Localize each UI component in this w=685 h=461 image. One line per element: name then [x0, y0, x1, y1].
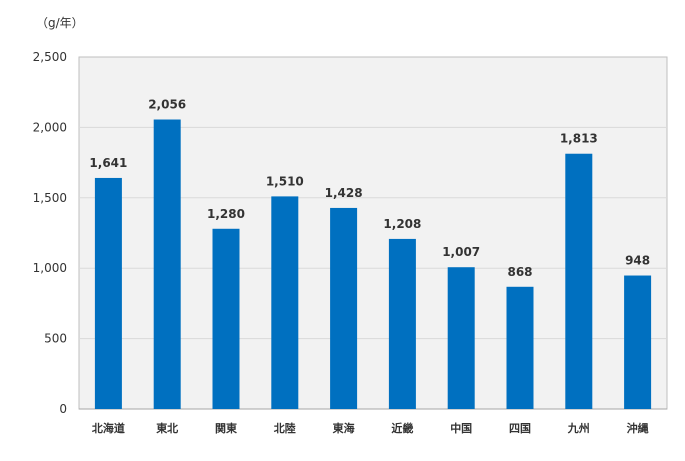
- data-label: 2,056: [148, 98, 186, 112]
- y-tick-label: 2,500: [33, 50, 67, 64]
- y-axis-unit-label: （g/年）: [36, 16, 84, 30]
- data-label: 1,510: [266, 174, 304, 188]
- x-tick-label: 中国: [450, 421, 472, 435]
- y-tick-label: 500: [44, 332, 67, 346]
- data-label: 1,813: [560, 132, 598, 146]
- data-label: 1,428: [325, 186, 363, 200]
- x-tick-label: 北海道: [92, 421, 125, 435]
- data-label: 1,208: [383, 217, 421, 231]
- x-tick-label: 近畿: [391, 421, 413, 435]
- bar: [271, 196, 299, 409]
- bars: [94, 119, 652, 409]
- bar: [565, 153, 593, 409]
- bar: [330, 207, 358, 409]
- bar: [212, 228, 240, 409]
- data-label: 1,641: [89, 156, 127, 170]
- bar: [624, 275, 652, 409]
- x-tick-label: 東海: [333, 421, 355, 435]
- y-tick-label: 1,000: [33, 261, 67, 275]
- bar: [94, 177, 122, 409]
- y-tick-label: 1,500: [33, 191, 67, 205]
- bar: [506, 286, 534, 409]
- x-tick-label: 九州: [567, 421, 590, 435]
- x-tick-label: 沖縄: [627, 421, 649, 435]
- data-label: 1,280: [207, 207, 245, 221]
- x-tick-label: 東北: [156, 421, 178, 435]
- data-label: 1,007: [442, 245, 480, 259]
- bar: [447, 267, 475, 409]
- data-label: 868: [507, 265, 532, 279]
- data-labels: 1,641 2,056 1,280 1,510 1,428 1,208 1,007 868 1,…: [89, 98, 650, 279]
- x-tick-label: 四国: [509, 422, 531, 435]
- y-tick-label: 2,000: [33, 120, 67, 134]
- x-tick-label: 北陸: [274, 421, 296, 435]
- y-tick-label: 0: [59, 402, 67, 416]
- y-axis-tick-labels: 0 500 1,000 1,500 2,000 2,500: [33, 50, 67, 416]
- bar: [153, 119, 181, 409]
- bar: [388, 238, 416, 409]
- x-tick-label: 関東: [215, 421, 238, 435]
- data-label: 948: [625, 254, 650, 268]
- x-axis-tick-labels: 北海道 東北 関東 北陸 東海 近畿 中国 四国 九州 沖縄: [92, 421, 649, 435]
